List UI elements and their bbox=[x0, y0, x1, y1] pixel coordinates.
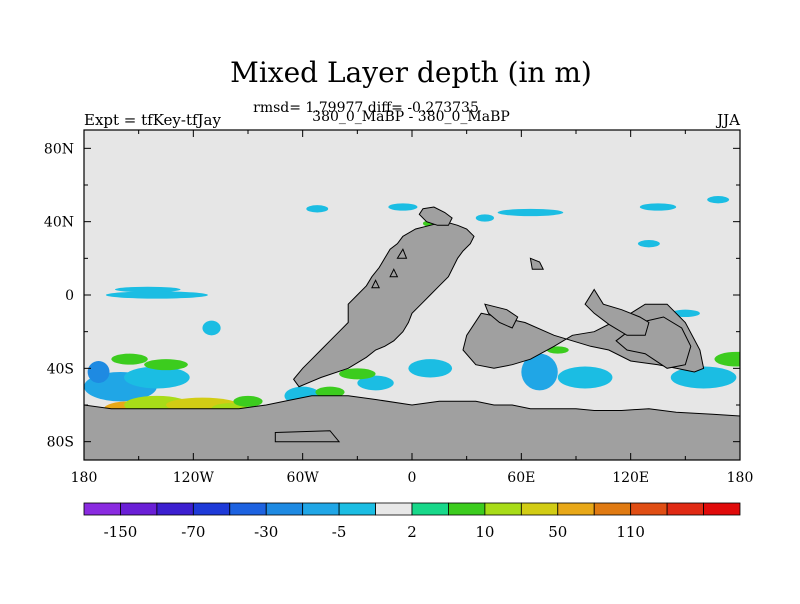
land-mask bbox=[389, 268, 399, 278]
colorbar-swatch bbox=[338, 502, 376, 516]
chart-subtitle: rmsd= 1.79977 diff= -0.273735 bbox=[253, 100, 479, 116]
colorbar-label: -150 bbox=[104, 523, 138, 541]
land-mask bbox=[484, 303, 519, 329]
colorbar-label: 10 bbox=[475, 523, 494, 541]
colorbar-label: 50 bbox=[548, 523, 567, 541]
anomaly-patch bbox=[388, 203, 418, 211]
x-tick-label: 120E bbox=[612, 470, 649, 486]
anomaly-patch bbox=[714, 351, 740, 367]
y-tick-label: 40N bbox=[44, 215, 74, 231]
x-tick-label: 0 bbox=[408, 470, 417, 486]
colorbar-label: -30 bbox=[254, 523, 278, 541]
land-mask bbox=[529, 257, 545, 270]
x-tick-label: 180 bbox=[71, 470, 98, 486]
land-mask bbox=[584, 288, 650, 336]
colorbar-label: 2 bbox=[407, 523, 417, 541]
y-tick-label: 80S bbox=[47, 435, 74, 451]
colorbar: -150 -70 -30 -5 2 10 50 110 bbox=[83, 502, 741, 541]
colorbar-swatch bbox=[666, 502, 704, 516]
map-plot-area bbox=[83, 129, 741, 461]
land-mask bbox=[396, 248, 408, 259]
colorbar-swatch bbox=[120, 502, 158, 516]
anomaly-patch bbox=[497, 208, 564, 217]
chart-title: Mixed Layer depth (in m) bbox=[230, 56, 592, 89]
colorbar-swatch bbox=[229, 502, 267, 516]
chart-right-label: JJA bbox=[715, 111, 740, 129]
anomaly-patch bbox=[707, 196, 730, 204]
y-tick-label: 80N bbox=[44, 141, 74, 157]
y-tick-label: 40S bbox=[47, 361, 74, 377]
colorbar-swatch bbox=[520, 502, 559, 516]
colorbar-swatch bbox=[156, 502, 194, 516]
colorbar-swatch bbox=[265, 502, 304, 516]
colorbar-label: -70 bbox=[181, 523, 205, 541]
colorbar-swatch bbox=[302, 502, 340, 516]
anomaly-patch bbox=[408, 359, 453, 378]
anomaly-patch bbox=[144, 359, 188, 371]
anomaly-patch bbox=[475, 214, 494, 222]
land-mask bbox=[84, 395, 740, 460]
colorbar-swatch bbox=[83, 502, 121, 516]
map-field bbox=[84, 196, 740, 460]
colorbar-swatch bbox=[593, 502, 632, 516]
map-axes: 180 120W 60W 0 60E 120E 180 80N 40N 0 40S 80S bbox=[44, 130, 753, 486]
anomaly-patch bbox=[557, 366, 613, 389]
colorbar-swatch bbox=[703, 502, 741, 516]
anomaly-patch bbox=[233, 395, 263, 407]
colorbar-swatch bbox=[630, 502, 668, 516]
anomaly-patch bbox=[306, 205, 329, 213]
colorbar-swatch bbox=[557, 502, 595, 516]
anomaly-patch bbox=[114, 286, 181, 293]
y-tick-label: 0 bbox=[65, 288, 74, 304]
x-tick-label: 60E bbox=[507, 470, 535, 486]
chart-left-label: Expt = tfKey-tfJay bbox=[84, 111, 221, 129]
x-tick-label: 60W bbox=[287, 470, 320, 486]
chart-center-label: 380_0_MaBP - 380_0_MaBP bbox=[312, 109, 510, 125]
x-tick-label: 120W bbox=[173, 470, 215, 486]
land-mask bbox=[292, 221, 475, 388]
x-tick-label: 180 bbox=[727, 470, 754, 486]
anomaly-patch bbox=[124, 366, 190, 389]
land-mask bbox=[274, 430, 341, 443]
colorbar-swatch bbox=[411, 502, 449, 516]
anomaly-patch bbox=[111, 353, 148, 365]
colorbar-label: -5 bbox=[332, 523, 347, 541]
land-mask bbox=[371, 279, 380, 289]
colorbar-label: 110 bbox=[616, 523, 645, 541]
colorbar-swatch bbox=[484, 502, 522, 516]
colorbar-swatch bbox=[448, 502, 486, 516]
anomaly-patch bbox=[639, 203, 677, 211]
anomaly-patch bbox=[339, 368, 376, 380]
colorbar-swatch bbox=[375, 502, 413, 516]
anomaly-patch bbox=[202, 320, 221, 336]
anomaly-patch bbox=[637, 240, 660, 248]
anomaly-patch bbox=[546, 346, 569, 354]
colorbar-swatch bbox=[192, 502, 231, 516]
anomaly-patch bbox=[670, 366, 737, 389]
anomaly-patch bbox=[315, 386, 345, 398]
anomaly-patch bbox=[105, 291, 208, 299]
anomaly-patch bbox=[357, 375, 394, 391]
anomaly-patch bbox=[521, 353, 558, 391]
land-mask bbox=[418, 206, 453, 226]
anomaly-patch bbox=[87, 361, 110, 383]
